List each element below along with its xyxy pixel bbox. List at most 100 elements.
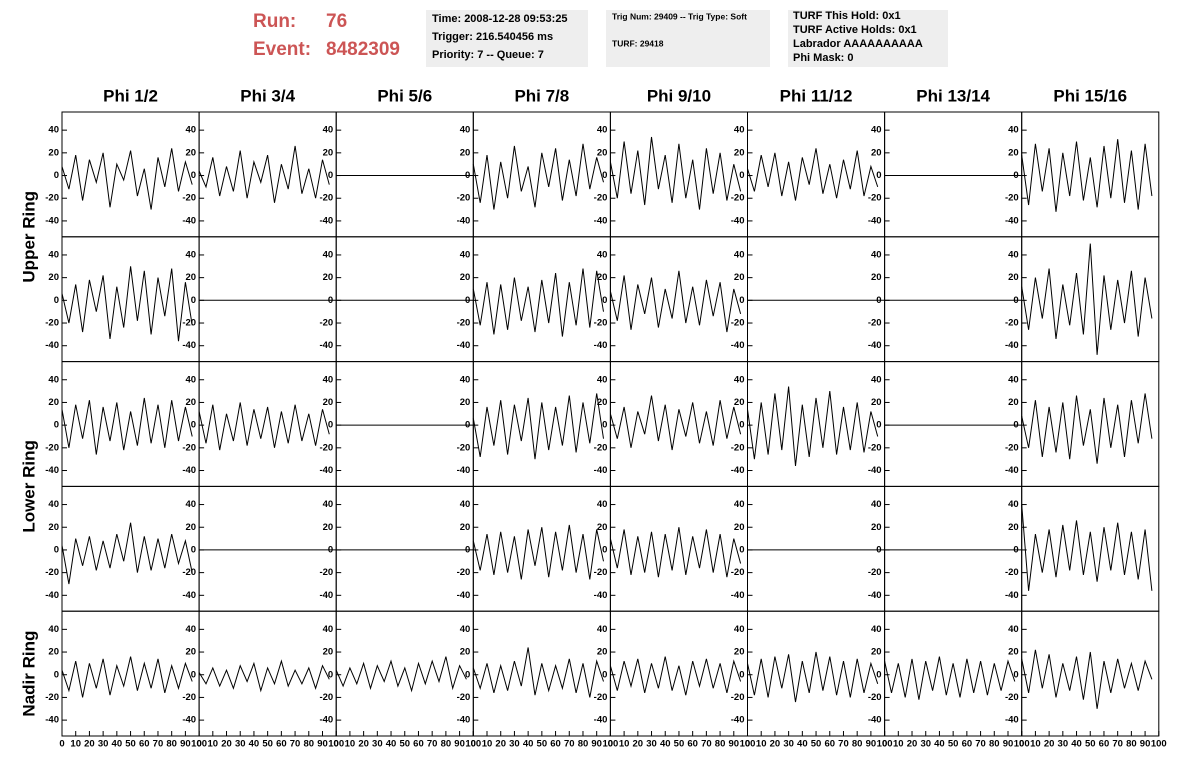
y-tick-label: -40: [868, 215, 882, 226]
x-tick-label: 40: [386, 739, 397, 750]
waveform: [61, 656, 193, 698]
y-tick-label: 20: [871, 522, 882, 533]
y-tick-label: 40: [734, 125, 745, 136]
run-label: Run:: [253, 11, 296, 32]
waveform: [198, 402, 330, 451]
x-tick-label: 100: [1014, 739, 1030, 750]
y-tick-label: 40: [48, 499, 59, 510]
x-tick-label: 90: [1003, 739, 1014, 750]
x-tick-label: 70: [838, 739, 849, 750]
x-tick-label: 70: [1112, 739, 1123, 750]
y-tick-label: -40: [731, 715, 745, 726]
y-tick-label: -20: [731, 442, 745, 453]
y-tick-label: 40: [323, 374, 334, 385]
y-tick-label: 40: [186, 249, 197, 260]
waveform: [747, 148, 879, 201]
y-tick-label: 0: [876, 544, 881, 555]
x-tick-label: 50: [1085, 739, 1096, 750]
x-tick-label: 10: [208, 739, 219, 750]
y-tick-label: 0: [1013, 544, 1018, 555]
panel-frame: [472, 610, 611, 737]
y-tick-label: -20: [731, 692, 745, 703]
x-tick-label: 0: [608, 739, 613, 750]
y-tick-label: 20: [460, 397, 471, 408]
x-tick-label: 40: [1071, 739, 1082, 750]
panel-frame: [472, 485, 611, 612]
waveform: [609, 270, 742, 333]
y-tick-label: 40: [597, 499, 608, 510]
x-tick-label: 80: [166, 739, 177, 750]
panel-frame: [61, 485, 200, 612]
y-tick-label: -40: [868, 340, 882, 351]
x-tick-label: 60: [824, 739, 835, 750]
y-tick-label: -20: [731, 193, 745, 204]
waveform: [472, 268, 604, 337]
y-tick-label: 0: [191, 420, 196, 431]
x-tick-label: 50: [399, 739, 410, 750]
y-tick-label: -40: [594, 465, 608, 476]
y-tick-label: 40: [186, 499, 197, 510]
y-tick-label: 0: [602, 420, 607, 431]
waveform: [609, 656, 742, 696]
y-tick-label: 0: [465, 420, 470, 431]
x-tick-label: 50: [125, 739, 136, 750]
y-tick-label: -20: [319, 442, 333, 453]
waveform: [609, 527, 742, 578]
y-tick-label: 40: [460, 249, 471, 260]
info-box: [788, 10, 948, 67]
column-header: Phi 15/16: [1053, 86, 1127, 105]
info-text: Trig Num: 29409 -- Trig Type: Soft: [612, 11, 747, 21]
y-tick-label: 40: [871, 249, 882, 260]
y-tick-label: 20: [597, 397, 608, 408]
y-tick-label: -40: [45, 465, 59, 476]
y-tick-label: -40: [731, 340, 745, 351]
x-tick-label: 40: [249, 739, 260, 750]
panel-frame: [884, 236, 1023, 363]
waveform: [747, 651, 879, 703]
y-tick-label: -40: [45, 590, 59, 601]
y-tick-label: -20: [457, 193, 471, 204]
x-tick-label: 50: [811, 739, 822, 750]
x-tick-label: 90: [1140, 739, 1151, 750]
waveform: [61, 522, 193, 585]
y-tick-label: -20: [182, 193, 196, 204]
waveform: [472, 393, 604, 460]
y-tick-label: -20: [457, 567, 471, 578]
panel-frame: [61, 111, 200, 238]
panel-frame: [884, 610, 1023, 737]
x-tick-label: 100: [602, 739, 618, 750]
y-tick-label: 40: [1008, 624, 1019, 635]
y-tick-label: -20: [45, 193, 59, 204]
y-tick-label: 0: [1013, 420, 1018, 431]
y-tick-label: -40: [457, 340, 471, 351]
x-tick-label: 60: [1099, 739, 1110, 750]
panel-frame: [335, 236, 474, 363]
x-tick-label: 20: [221, 739, 232, 750]
y-tick-label: 0: [191, 170, 196, 181]
x-tick-label: 100: [877, 739, 893, 750]
waveform: [1021, 243, 1153, 355]
panel-frame: [1021, 236, 1160, 363]
y-tick-label: 40: [597, 374, 608, 385]
x-tick-label: 30: [646, 739, 657, 750]
x-tick-label: 80: [852, 739, 863, 750]
event-label: Event:: [253, 39, 311, 60]
y-tick-label: -20: [45, 567, 59, 578]
x-tick-label: 80: [578, 739, 589, 750]
y-tick-label: 20: [871, 272, 882, 283]
x-tick-label: 20: [84, 739, 95, 750]
y-tick-label: 20: [1008, 272, 1019, 283]
y-tick-label: 0: [465, 170, 470, 181]
x-tick-label: 100: [740, 739, 756, 750]
x-tick-label: 100: [1151, 739, 1167, 750]
x-tick-label: 10: [345, 739, 356, 750]
y-tick-label: -20: [731, 318, 745, 329]
y-tick-label: 0: [876, 170, 881, 181]
y-tick-label: -20: [1005, 567, 1019, 578]
panel-frame: [609, 610, 749, 737]
y-tick-label: 20: [734, 397, 745, 408]
y-tick-label: 0: [54, 295, 59, 306]
y-tick-label: -40: [868, 715, 882, 726]
panel-frame: [747, 236, 886, 363]
y-tick-label: -40: [45, 340, 59, 351]
